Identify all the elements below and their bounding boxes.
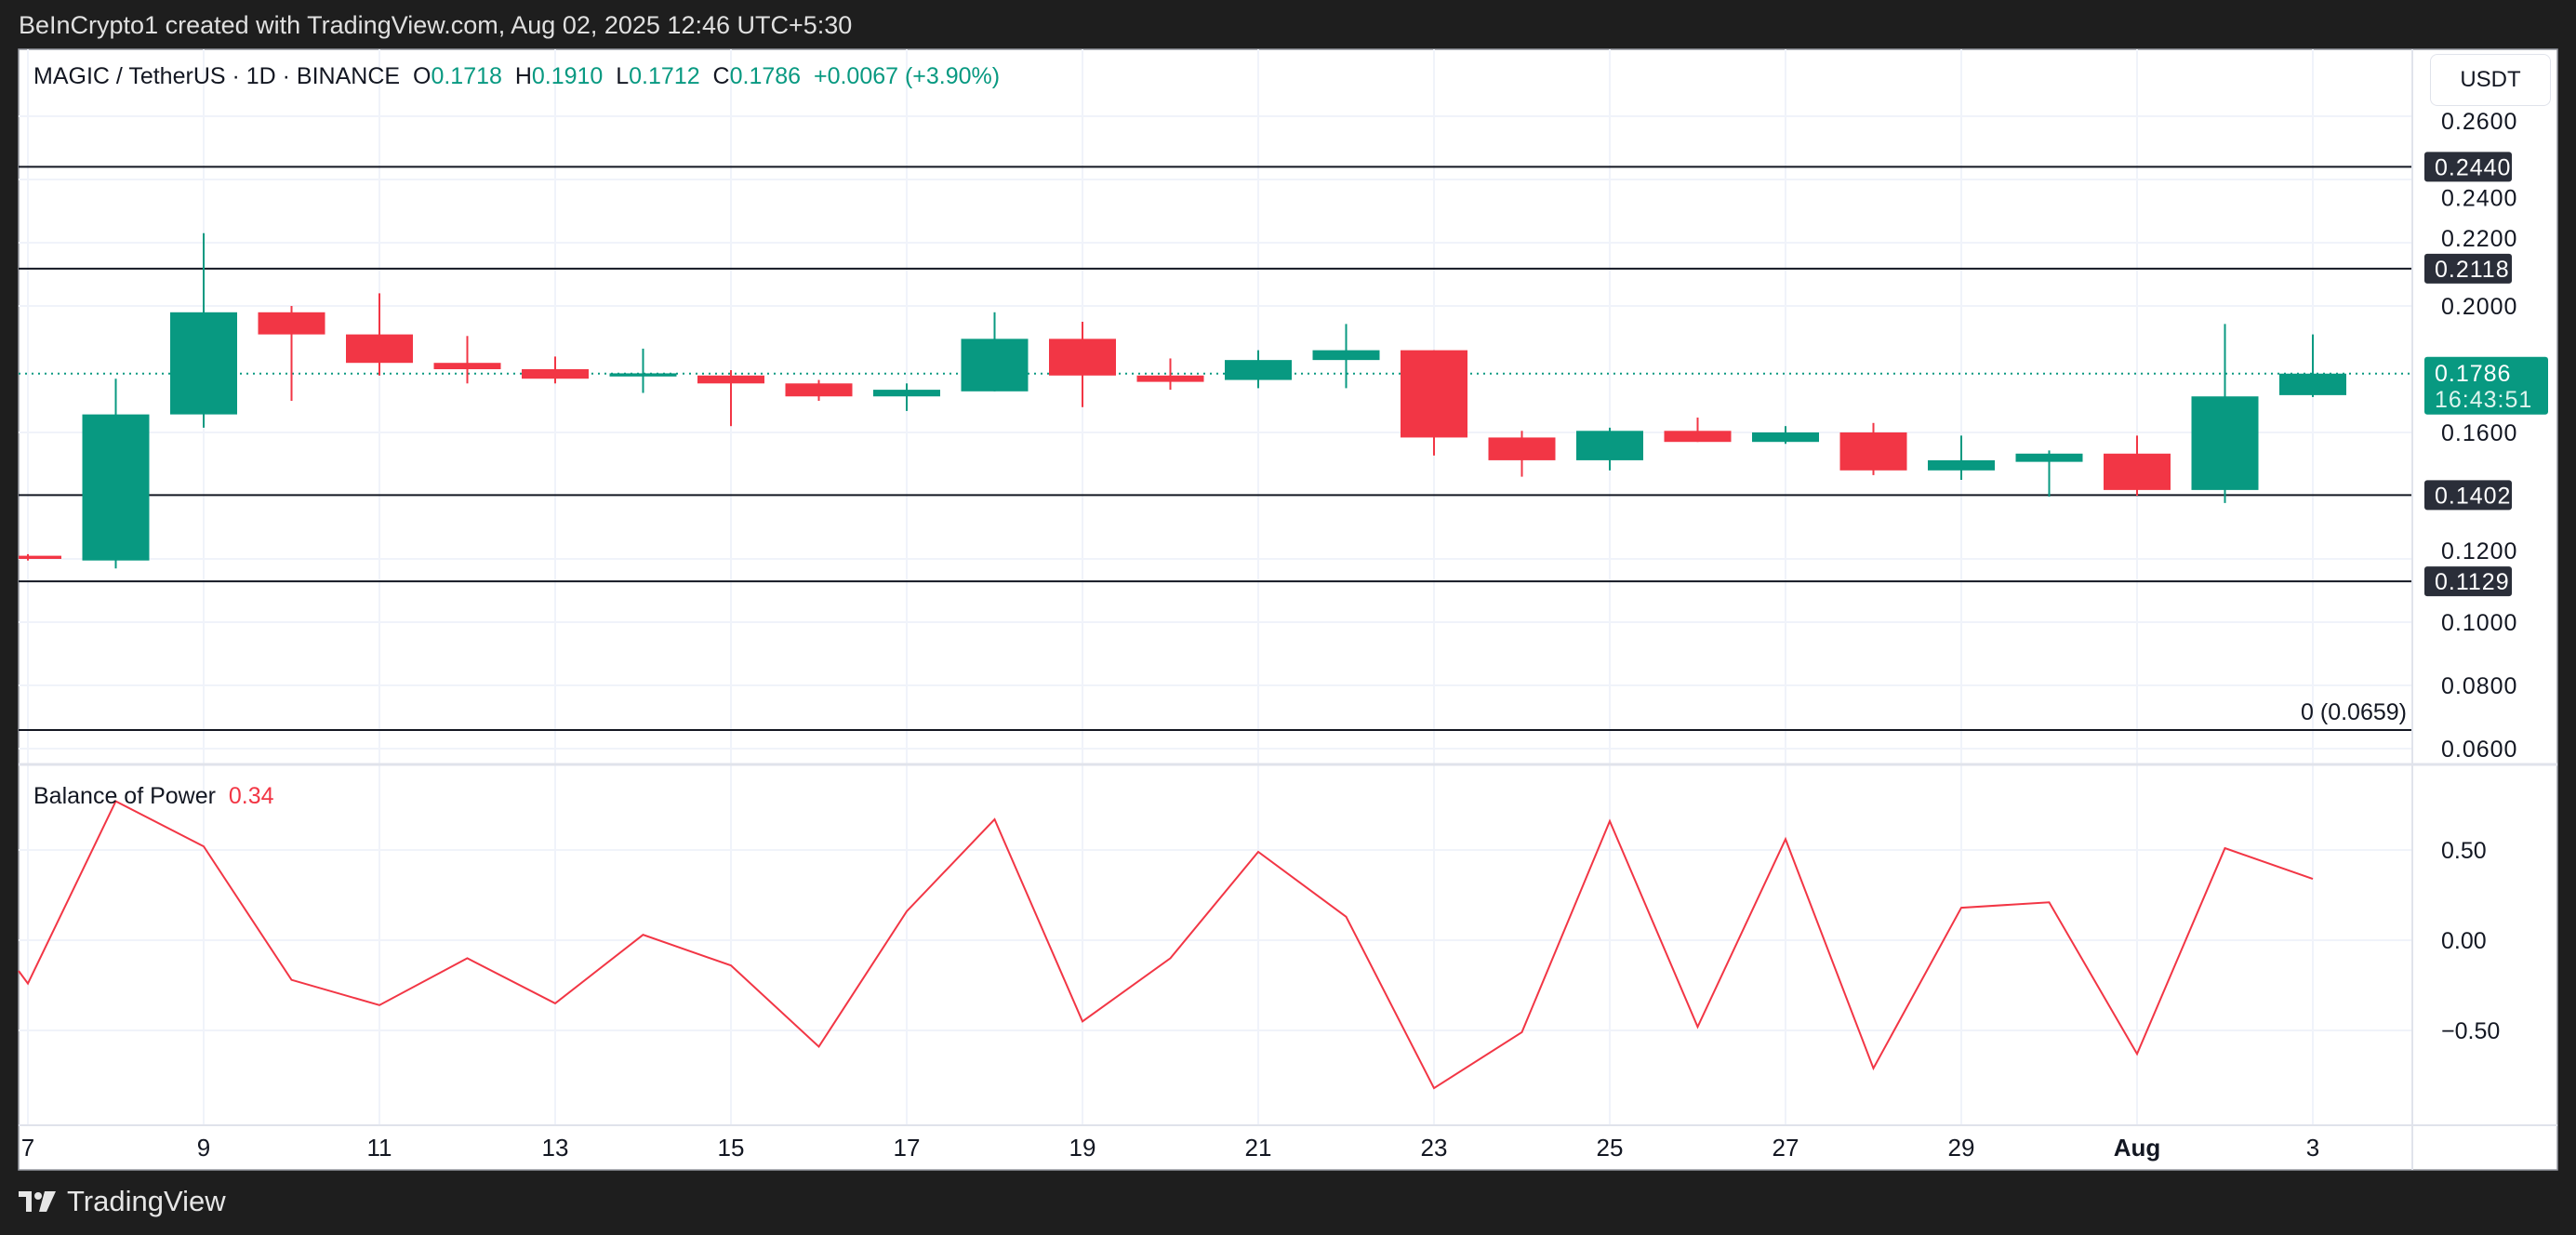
level-label: 0.2118 xyxy=(2435,257,2510,283)
attribution-text: BeInCrypto1 created with TradingView.com… xyxy=(19,11,853,39)
change-value: +0.0067 (+3.90%) xyxy=(813,63,1001,89)
level-label-box xyxy=(2424,253,2512,284)
candle-bearish xyxy=(1401,350,1467,438)
candle-bearish xyxy=(1488,437,1556,460)
bop-line xyxy=(18,800,2314,1090)
time-axis-label: 13 xyxy=(542,1134,569,1162)
currency-button[interactable]: USDT xyxy=(2430,54,2551,106)
candle-bullish xyxy=(2279,373,2346,395)
candle-bearish xyxy=(258,312,325,335)
candle-bearish xyxy=(1136,375,1204,382)
level-label: 0.2440 xyxy=(2435,154,2511,180)
time-axis-label: 27 xyxy=(1773,1134,1799,1162)
candle-bullish xyxy=(609,373,677,377)
open-value: 0.1718 xyxy=(431,63,502,89)
time-axis-label: 21 xyxy=(1245,1134,1272,1162)
time-axis-label: 7 xyxy=(21,1134,34,1162)
candle-bullish xyxy=(1752,432,1819,443)
candle-bullish xyxy=(1312,350,1380,361)
level-label-box xyxy=(2424,566,2512,597)
time-axis-label: 9 xyxy=(197,1134,210,1162)
price-axis-label: 0.0800 xyxy=(2441,673,2517,699)
candle-bearish xyxy=(19,555,61,559)
symbol-title[interactable]: MAGIC / TetherUS · 1D · BINANCE xyxy=(33,63,401,89)
candle-bearish xyxy=(785,383,853,397)
candle-bearish xyxy=(433,363,501,369)
price-axis-label: 0.1600 xyxy=(2441,420,2517,446)
candle-bearish xyxy=(346,334,413,364)
time-axis-label: Aug xyxy=(2114,1134,2161,1162)
high-label: H xyxy=(514,63,532,89)
time-axis-label: 25 xyxy=(1597,1134,1624,1162)
level-label-box xyxy=(2424,480,2512,511)
candle-bullish xyxy=(2015,453,2083,462)
candle-bearish xyxy=(1839,432,1907,471)
time-axis-label: 17 xyxy=(894,1134,921,1162)
bop-axis-label: 0.00 xyxy=(2441,928,2487,954)
price-axis-label: 0.2000 xyxy=(2441,294,2517,320)
candle-bullish xyxy=(961,339,1029,392)
indicator-legend[interactable]: Balance of Power 0.34 xyxy=(33,783,274,810)
bop-axis-label: 0.50 xyxy=(2441,838,2487,864)
bop-axis-label: −0.50 xyxy=(2441,1018,2500,1044)
brand-name: TradingView xyxy=(67,1185,226,1217)
price-axis-label: 0.2400 xyxy=(2441,185,2517,211)
price-axis-label: 0.2200 xyxy=(2441,226,2517,252)
symbol-legend: MAGIC / TetherUS · 1D · BINANCE O0.1718 … xyxy=(33,63,1000,90)
close-label: C xyxy=(712,63,730,89)
candle-bullish xyxy=(1928,459,1995,471)
candle-bearish xyxy=(1049,339,1116,376)
current-price-box xyxy=(2424,356,2548,415)
level-label-box xyxy=(2424,152,2512,182)
low-label: L xyxy=(616,63,630,89)
time-axis-label: 23 xyxy=(1421,1134,1448,1162)
indicator-name: Balance of Power xyxy=(33,783,216,809)
close-value: 0.1786 xyxy=(729,63,802,89)
level-label: 0.1402 xyxy=(2435,483,2511,509)
candle-bearish xyxy=(697,375,764,384)
countdown-label: 16:43:51 xyxy=(2435,387,2532,413)
candle-bullish xyxy=(873,390,940,397)
price-axis-label: 0.2600 xyxy=(2441,109,2517,135)
time-axis-label: 19 xyxy=(1069,1134,1096,1162)
tradingview-logo-icon xyxy=(19,1191,56,1212)
price-axis-label: 0.1000 xyxy=(2441,610,2517,636)
candle-bullish xyxy=(82,414,150,561)
candle-bullish xyxy=(1576,431,1643,460)
level-label: 0.1129 xyxy=(2435,569,2510,595)
low-value: 0.1712 xyxy=(629,63,700,89)
time-axis-label: 29 xyxy=(1948,1134,1975,1162)
time-axis-label: 3 xyxy=(2306,1134,2319,1162)
current-price-label: 0.1786 xyxy=(2435,361,2511,387)
time-axis-label: 11 xyxy=(367,1134,392,1162)
time-axis-label: 15 xyxy=(718,1134,745,1162)
candle-bearish xyxy=(2104,453,2171,490)
indicator-value: 0.34 xyxy=(228,783,274,809)
candle-bearish xyxy=(1664,431,1732,443)
tradingview-logo[interactable]: TradingView xyxy=(19,1185,226,1218)
candle-bullish xyxy=(170,312,237,415)
candle-bearish xyxy=(522,369,589,379)
price-axis-label: 0.1200 xyxy=(2441,538,2517,564)
price-axis-label: 0.0600 xyxy=(2441,737,2517,763)
candle-bullish xyxy=(2191,396,2259,490)
fib-zero-label: 0 (0.0659) xyxy=(2301,699,2407,725)
open-label: O xyxy=(412,63,432,89)
high-value: 0.1910 xyxy=(531,63,604,89)
chart-background xyxy=(18,48,2558,1171)
candle-bullish xyxy=(1225,360,1292,380)
